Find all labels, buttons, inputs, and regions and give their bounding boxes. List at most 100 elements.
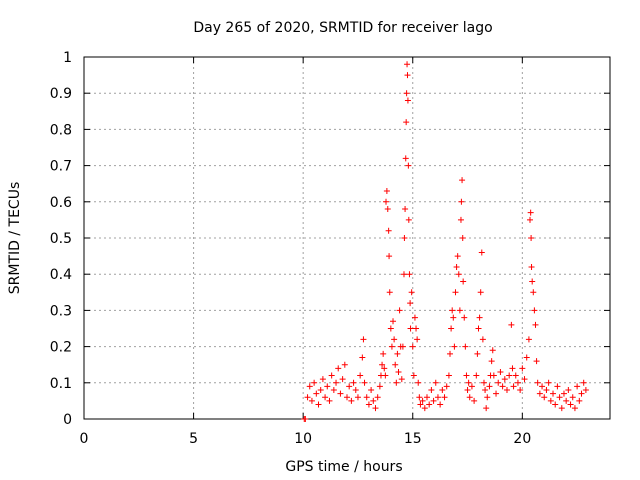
data-point (543, 387, 550, 394)
data-point (414, 336, 421, 343)
data-point (556, 394, 563, 401)
data-point (578, 390, 585, 397)
data-point (302, 416, 309, 422)
data-point (408, 289, 415, 296)
y-tick-label: 0.9 (50, 86, 72, 102)
data-point (441, 394, 448, 401)
data-point (576, 397, 583, 404)
data-point (306, 383, 313, 390)
data-point (461, 314, 468, 321)
data-point (404, 61, 411, 68)
x-tick-label: 20 (513, 431, 531, 447)
x-axis-label: GPS time / hours (285, 459, 402, 475)
data-point (401, 235, 408, 241)
data-point (434, 394, 441, 401)
data-point (406, 271, 413, 278)
data-point (333, 379, 340, 386)
data-point (501, 376, 508, 383)
data-point (476, 314, 483, 321)
data-point (459, 235, 466, 241)
data-point (459, 177, 466, 184)
data-point (519, 365, 526, 372)
data-point (521, 376, 528, 383)
data-point (337, 390, 344, 397)
data-point (416, 394, 423, 401)
data-point (490, 372, 497, 379)
data-point (409, 343, 416, 350)
y-tick-label: 0.2 (50, 340, 72, 356)
data-point (407, 325, 414, 332)
data-point (346, 383, 353, 390)
data-point (387, 325, 394, 332)
x-tick-label: 0 (80, 431, 89, 447)
data-point (509, 365, 516, 372)
data-point (458, 198, 465, 205)
data-point (582, 387, 589, 394)
y-tick-label: 0.4 (50, 267, 72, 283)
data-point (403, 119, 410, 126)
data-point (428, 387, 435, 394)
data-point (499, 383, 506, 390)
data-point (497, 368, 504, 375)
data-point (580, 379, 587, 386)
data-point (489, 347, 496, 354)
data-point (466, 394, 473, 401)
data-point (313, 390, 320, 397)
data-point (348, 397, 355, 404)
data-point (545, 379, 552, 386)
data-point (430, 397, 437, 404)
data-point (402, 206, 409, 213)
data-point (460, 278, 467, 285)
data-point (311, 379, 318, 386)
data-point (563, 397, 570, 404)
data-point (455, 271, 462, 278)
data-point (456, 307, 463, 314)
data-point (421, 405, 428, 412)
data-point (488, 358, 495, 365)
data-point (350, 379, 357, 386)
data-point (382, 372, 389, 379)
data-point (574, 383, 581, 390)
data-point (324, 383, 331, 390)
data-point (396, 307, 403, 314)
data-point (390, 318, 397, 325)
data-point (432, 379, 439, 386)
data-point (411, 314, 418, 321)
data-point (478, 249, 485, 256)
data-point (304, 394, 311, 401)
data-point (395, 368, 402, 375)
x-tick-label: 10 (294, 431, 312, 447)
data-point (443, 383, 450, 390)
data-point (328, 372, 335, 379)
data-point (514, 379, 521, 386)
data-point (403, 90, 410, 97)
data-point (381, 365, 388, 372)
data-point (480, 379, 487, 386)
data-point (464, 387, 471, 394)
data-point (363, 394, 370, 401)
x-tick-labels: 0 5 10 15 20 (80, 431, 532, 447)
data-point (326, 397, 333, 404)
data-point (339, 376, 346, 383)
data-point (383, 187, 390, 194)
data-point (567, 401, 574, 408)
data-point (453, 263, 460, 270)
data-point (534, 379, 541, 386)
y-tick-label: 0.6 (50, 195, 72, 211)
y-tick-label: 0.1 (50, 376, 72, 392)
data-point (474, 350, 481, 357)
data-point (415, 379, 422, 386)
data-point (477, 289, 484, 296)
data-point (400, 271, 407, 278)
data-point (484, 394, 491, 401)
data-point (399, 343, 406, 350)
data-point (529, 278, 536, 285)
data-point (330, 387, 337, 394)
data-point (508, 321, 515, 328)
data-point (479, 336, 486, 343)
data-point (394, 350, 401, 357)
data-point (386, 253, 393, 260)
data-point (569, 394, 576, 401)
data-point (525, 336, 532, 343)
